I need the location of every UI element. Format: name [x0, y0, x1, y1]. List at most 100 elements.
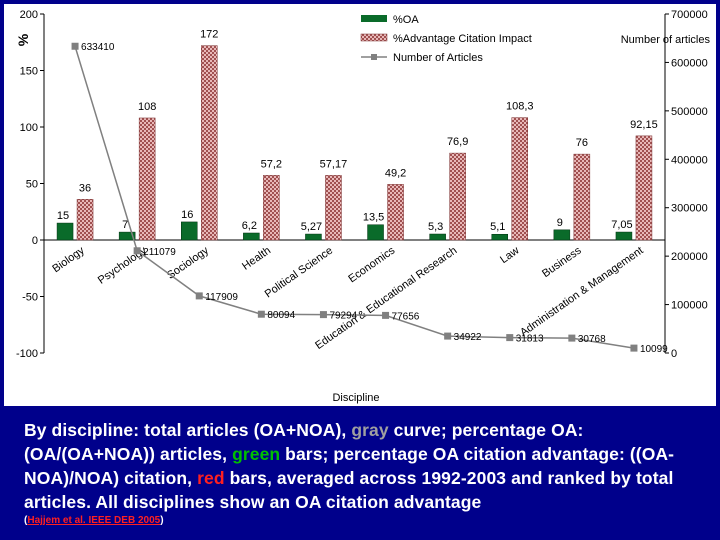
articles-point	[568, 334, 576, 342]
citation-link[interactable]: Hajjem et al. IEEE DEB 2005	[27, 515, 161, 526]
right-tick-label: 600000	[671, 57, 708, 69]
category-label: Business	[540, 244, 584, 280]
left-tick-label: -100	[16, 348, 38, 360]
articles-point-label: 80094	[267, 310, 295, 321]
caption: By discipline: total articles (OA+NOA), …	[24, 418, 714, 514]
advantage-bar	[387, 184, 404, 241]
oa-bar-label: 13,5	[363, 212, 384, 224]
advantage-bar	[511, 117, 528, 241]
advantage-bar	[263, 175, 280, 241]
articles-point	[71, 42, 79, 50]
category-label: Health	[240, 245, 273, 273]
advantage-bar	[76, 199, 94, 241]
oa-bar	[615, 231, 633, 241]
advantage-bar	[201, 45, 218, 241]
articles-point	[195, 292, 203, 300]
oa-bar-label: 5,1	[490, 221, 505, 233]
right-tick-label: 400000	[671, 154, 708, 166]
articles-point-label: 10099	[640, 344, 668, 355]
oa-bar-label: 5,3	[428, 221, 443, 233]
articles-point	[319, 311, 327, 319]
advantage-bar-label: 108,3	[506, 101, 534, 113]
category-label: Biology	[50, 244, 87, 275]
articles-point-label: 30768	[578, 334, 606, 345]
category-label: Economics	[346, 244, 397, 285]
advantage-bar	[325, 175, 342, 241]
category-label: Administration & Management	[518, 245, 646, 339]
oa-bar-label: 7,05	[611, 219, 632, 231]
left-tick-label: 150	[20, 66, 38, 78]
caption-text-3: bars; percentage OA citation advantage: …	[24, 444, 675, 488]
oa-bar	[243, 232, 260, 241]
category-label: Psychology	[96, 244, 149, 286]
oa-bar-label: 9	[557, 217, 563, 229]
oa-bar-label: 16	[181, 209, 193, 221]
category-label: Political Science	[263, 245, 335, 301]
articles-point-label: 31813	[516, 334, 544, 345]
oa-bar-label: 7	[122, 219, 128, 231]
right-tick-label: 200000	[671, 251, 708, 263]
oa-bar	[491, 233, 508, 241]
oa-bar	[56, 222, 74, 241]
left-tick-label: 200	[20, 9, 38, 21]
oa-bar-label: 6,2	[242, 220, 257, 232]
oa-bar	[553, 229, 571, 241]
articles-point	[506, 334, 514, 342]
legend-oa-label: %OA	[393, 14, 419, 26]
x-axis-title: Discipline	[332, 392, 379, 404]
legend-advantage-label: %Advantage Citation Impact	[393, 33, 532, 45]
articles-point	[630, 344, 638, 352]
right-tick-label: 300000	[671, 203, 708, 215]
advantage-bar-label: 36	[79, 182, 91, 194]
right-tick-label: 500000	[671, 106, 708, 118]
caption-gray-word: gray	[351, 420, 389, 440]
articles-point-label: 211079	[143, 247, 176, 258]
chart-panel: -100 -50 0 50 100 150 200 0 100000 200000 300000 40…	[4, 4, 716, 406]
advantage-bar	[138, 117, 156, 241]
right-axis-title: Number of articles	[621, 34, 711, 46]
caption-text-4: bars, averaged across 1992-2003 and rank…	[24, 468, 674, 512]
oa-bar	[429, 233, 446, 241]
advantage-bar	[573, 153, 591, 241]
advantage-bar-label: 49,2	[385, 167, 406, 179]
advantage-bar-label: 57,2	[261, 158, 282, 170]
articles-point-label: 79294	[329, 311, 357, 322]
right-tick-label: 700000	[671, 9, 708, 21]
advantage-bar-label: 92,15	[630, 119, 658, 131]
category-label: Law	[498, 245, 521, 266]
advantage-bar-label: 172	[200, 29, 218, 41]
articles-point	[444, 332, 452, 340]
advantage-bar-label: 76,9	[447, 136, 468, 148]
oa-bar	[118, 231, 136, 241]
chart: -100 -50 0 50 100 150 200 0 100000 200000 300000 40…	[15, 9, 711, 404]
left-tick-label: 0	[32, 235, 38, 247]
legend-advantage-swatch	[360, 33, 388, 42]
citation-open: (	[24, 515, 28, 526]
caption-text-2: curve; percentage OA: (OA/(OA+NOA)) arti…	[24, 420, 584, 464]
left-tick-label: 50	[26, 179, 38, 191]
legend-articles-label: Number of Articles	[393, 52, 483, 64]
citation: (Hajjem et al. IEEE DEB 2005)	[24, 515, 164, 526]
right-tick-label: 0	[671, 348, 677, 360]
advantage-bar-label: 76	[576, 137, 588, 149]
advantage-bar	[635, 135, 653, 241]
articles-point	[382, 311, 390, 319]
caption-text-1: By discipline: total articles (OA+NOA),	[24, 420, 352, 440]
articles-point	[257, 310, 265, 318]
articles-point-label: 77656	[392, 311, 420, 322]
caption-green-word: green	[232, 444, 281, 464]
citation-close: )	[160, 515, 164, 526]
legend-oa-swatch	[361, 15, 387, 22]
advantage-bar	[449, 152, 466, 241]
articles-point-label: 117909	[205, 292, 238, 303]
right-tick-label: 100000	[671, 300, 708, 312]
advantage-bar-label: 108	[138, 101, 156, 113]
left-tick-label: -50	[22, 292, 38, 304]
legend-articles-marker	[371, 54, 377, 60]
oa-bar-label: 5,27	[301, 221, 322, 233]
advantage-bar-label: 57,17	[320, 158, 348, 170]
left-tick-label: 100	[20, 122, 38, 134]
articles-point-label: 633410	[81, 42, 115, 53]
left-axis-title: %	[15, 33, 31, 46]
articles-point-label: 34922	[454, 332, 482, 343]
